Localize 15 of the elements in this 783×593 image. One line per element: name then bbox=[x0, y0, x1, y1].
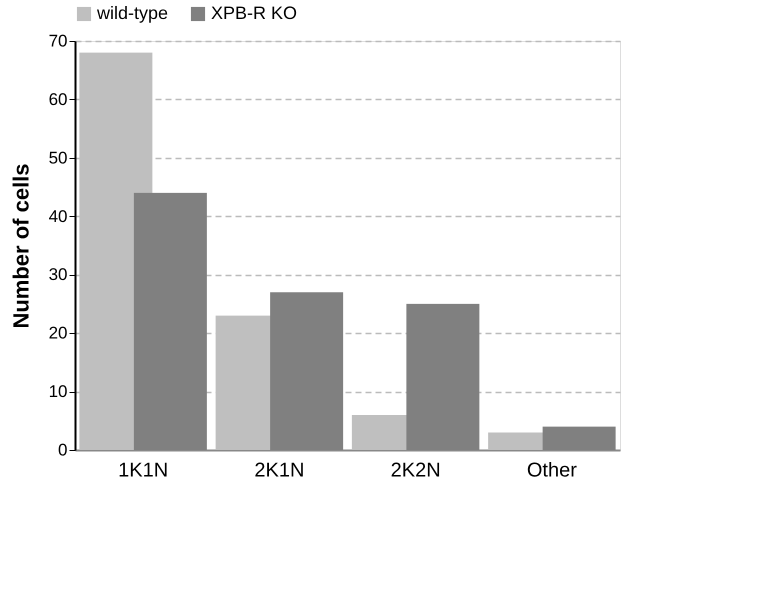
x-tick-label: Other bbox=[526, 460, 578, 482]
y-tick-label: 0 bbox=[58, 440, 68, 460]
y-tick-label: 70 bbox=[48, 32, 68, 50]
legend-label: XPB-R KO bbox=[211, 3, 298, 23]
y-axis-title: Number of cells bbox=[8, 163, 34, 329]
legend-label: wild-type bbox=[96, 3, 168, 23]
x-tick-label: 2K2N bbox=[390, 460, 441, 482]
x-tick-label: 1K1N bbox=[118, 460, 168, 482]
y-tick-label: 50 bbox=[48, 148, 68, 168]
y-tick-label: 30 bbox=[48, 265, 68, 284]
y-tick-label: 60 bbox=[48, 90, 68, 109]
x-tick-label: 2K1N bbox=[254, 460, 304, 482]
y-tick-label: 40 bbox=[48, 206, 68, 226]
y-tick-label: 20 bbox=[48, 324, 68, 343]
y-tick-label: 10 bbox=[48, 382, 68, 402]
